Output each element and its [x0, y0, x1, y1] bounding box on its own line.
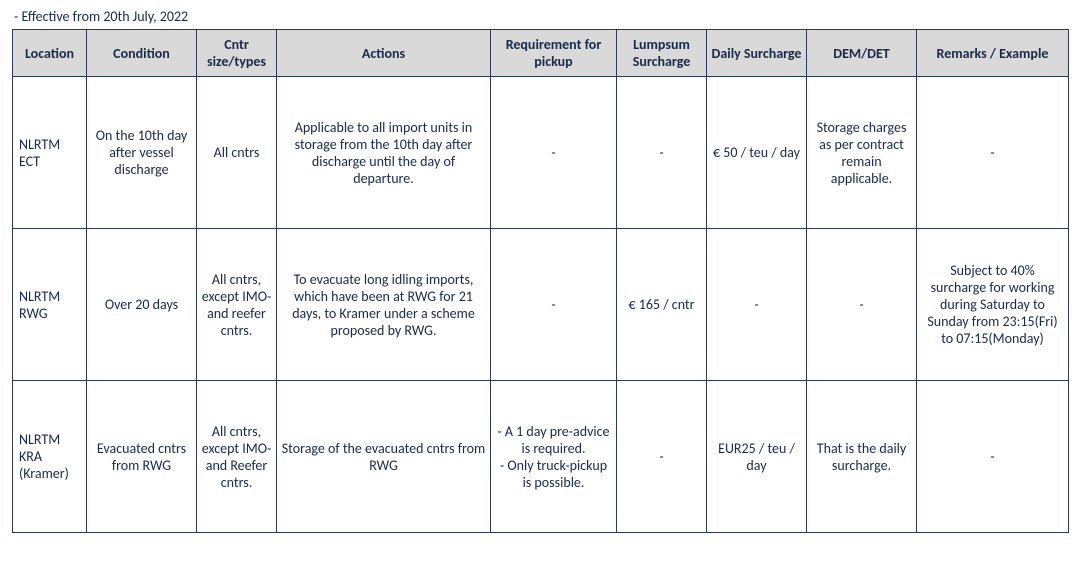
cell-actions: Applicable to all import units in storag…: [277, 77, 491, 229]
cell-lumpsum: -: [617, 381, 707, 533]
col-actions: Actions: [277, 30, 491, 77]
cell-size: All cntrs: [197, 77, 277, 229]
cell-demdet: -: [807, 229, 917, 381]
col-condition: Condition: [87, 30, 197, 77]
cell-requirement: - A 1 day pre-advice is required. - Only…: [491, 381, 617, 533]
cell-size: All cntrs, except IMO- and Reefer cntrs.: [197, 381, 277, 533]
cell-condition: Over 20 days: [87, 229, 197, 381]
cell-daily: -: [707, 229, 807, 381]
col-demdet: DEM/DET: [807, 30, 917, 77]
cell-location: NLRTM RWG: [13, 229, 87, 381]
cell-requirement: -: [491, 229, 617, 381]
cell-lumpsum: -: [617, 77, 707, 229]
col-requirement: Requirement for pickup: [491, 30, 617, 77]
cell-requirement: -: [491, 77, 617, 229]
cell-location: NLRTM KRA (Kramer): [13, 381, 87, 533]
cell-remarks: Subject to 40% surcharge for working dur…: [917, 229, 1069, 381]
cell-condition: Evacuated cntrs from RWG: [87, 381, 197, 533]
table-header-row: Location Condition Cntr size/types Actio…: [13, 30, 1069, 77]
cell-daily: € 50 / teu / day: [707, 77, 807, 229]
cell-actions: To evacuate long idling imports, which h…: [277, 229, 491, 381]
table-row: NLRTM RWG Over 20 days All cntrs, except…: [13, 229, 1069, 381]
col-remarks: Remarks / Example: [917, 30, 1069, 77]
cell-demdet: Storage charges as per contract remain a…: [807, 77, 917, 229]
table-row: NLRTM KRA (Kramer) Evacuated cntrs from …: [13, 381, 1069, 533]
col-lumpsum: Lumpsum Surcharge: [617, 30, 707, 77]
cell-remarks: -: [917, 381, 1069, 533]
table-row: NLRTM ECT On the 10th day after vessel d…: [13, 77, 1069, 229]
surcharge-table: Location Condition Cntr size/types Actio…: [12, 29, 1069, 533]
cell-actions: Storage of the evacuated cntrs from RWG: [277, 381, 491, 533]
col-daily: Daily Surcharge: [707, 30, 807, 77]
cell-location: NLRTM ECT: [13, 77, 87, 229]
cell-lumpsum: € 165 / cntr: [617, 229, 707, 381]
cell-condition: On the 10th day after vessel discharge: [87, 77, 197, 229]
cell-remarks: -: [917, 77, 1069, 229]
col-size: Cntr size/types: [197, 30, 277, 77]
col-location: Location: [13, 30, 87, 77]
cell-demdet: That is the daily surcharge.: [807, 381, 917, 533]
effective-date: - Effective from 20th July, 2022: [14, 8, 1068, 25]
cell-daily: EUR25 / teu / day: [707, 381, 807, 533]
cell-size: All cntrs, except IMO- and reefer cntrs.: [197, 229, 277, 381]
